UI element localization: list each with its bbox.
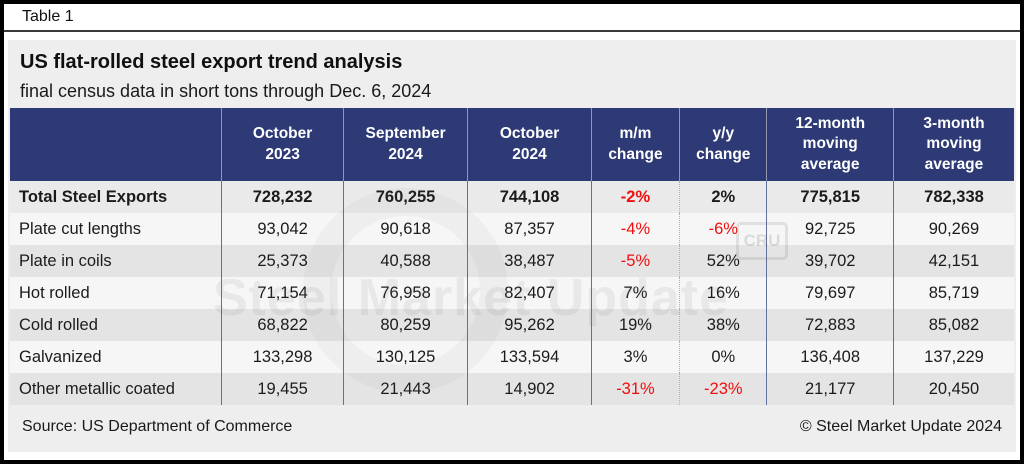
cell-value: 76,958: [343, 277, 469, 309]
cell-value: 21,177: [766, 373, 894, 405]
table-row: Hot rolled 71,154 76,958 82,407 7% 16% 79,697 8…: [10, 277, 1014, 309]
table-row: Galvanized 133,298 130,125 133,594 3% 0% 136,4…: [10, 341, 1014, 373]
cell-value: 7%: [591, 277, 681, 309]
cell-value: -6%: [679, 213, 768, 245]
cell-value: 133,298: [221, 341, 344, 373]
cell-value: 71,154: [221, 277, 344, 309]
cell-value: 14,902: [467, 373, 592, 405]
column-header: September 2024: [343, 108, 469, 181]
copyright-note: © Steel Market Update 2024: [799, 418, 1002, 435]
cell-value: 137,229: [924, 347, 984, 366]
row-label: Galvanized: [10, 341, 223, 373]
cell-value: 3%: [591, 341, 681, 373]
cell-value: -4%: [591, 213, 681, 245]
cell-value: 728,232: [221, 181, 344, 213]
cell-value: 760,255: [343, 181, 469, 213]
row-label: Plate in coils: [10, 245, 223, 277]
cell-value: 80,259: [343, 309, 469, 341]
cell-value: 775,815: [766, 181, 894, 213]
content-panel: US flat-rolled steel export trend analys…: [8, 40, 1016, 452]
cell-value: 130,125: [343, 341, 469, 373]
table-footer: Source: US Department of Commerce © Stee…: [8, 405, 1016, 436]
table-row: Other metallic coated 19,455 21,443 14,902-…: [10, 373, 1014, 405]
cell-value: 782,338: [924, 187, 984, 206]
cell-value: 85,082: [928, 315, 980, 334]
row-label: Hot rolled: [10, 277, 223, 309]
cell-value: 92,725: [766, 213, 894, 245]
table-row: Plate in coils 25,373 40,588 38,487 -5% 52% 39…: [10, 245, 1014, 277]
cell-value: 87,357: [467, 213, 592, 245]
figure-tag: Table 1: [22, 8, 74, 25]
column-header: m/m change: [591, 108, 681, 181]
cell-value: 16%: [679, 277, 768, 309]
row-label: Other metallic coated: [10, 373, 223, 405]
steel-exports-table: October 2023 September 2024 October 2024 m/…: [10, 108, 1014, 405]
cell-value: 40,588: [343, 245, 469, 277]
cell-value: 19%: [591, 309, 681, 341]
cell-value: 19,455: [221, 373, 344, 405]
source-note: Source: US Department of Commerce: [22, 418, 293, 435]
page-subtitle: final census data in short tons through …: [20, 81, 432, 101]
column-header: 12-month moving average: [766, 108, 894, 181]
column-header: October 2023: [221, 108, 344, 181]
page-title: US flat-rolled steel export trend analys…: [20, 51, 403, 73]
column-header: 3-month moving average: [893, 108, 1014, 181]
cell-value: 0%: [679, 341, 768, 373]
cell-value: 82,407: [467, 277, 592, 309]
table-row: Plate cut lengths 93,042 90,618 87,357 -4% -6…: [10, 213, 1014, 245]
table-row: Cold rolled 68,822 80,259 95,262 19% 38% 72,88…: [10, 309, 1014, 341]
row-label: Cold rolled: [10, 309, 223, 341]
column-header: October 2024: [467, 108, 592, 181]
cell-value: 52%: [679, 245, 768, 277]
cell-value: 38,487: [467, 245, 592, 277]
cell-value: 68,822: [221, 309, 344, 341]
cell-value: 90,269: [928, 219, 980, 238]
cell-value: 136,408: [766, 341, 894, 373]
row-label: Plate cut lengths: [10, 213, 223, 245]
cell-value: 21,443: [343, 373, 469, 405]
cell-value: 79,697: [766, 277, 894, 309]
cell-value: 25,373: [221, 245, 344, 277]
cell-value: 39,702: [766, 245, 894, 277]
cell-value: 90,618: [343, 213, 469, 245]
cell-value: 744,108: [467, 181, 592, 213]
column-header: [10, 108, 223, 181]
column-header: y/y change: [679, 108, 768, 181]
cell-value: -31%: [591, 373, 681, 405]
cell-value: 93,042: [221, 213, 344, 245]
cell-value: 42,151: [928, 251, 980, 270]
table-row: Total Steel Exports 728,232 760,255 744,108…: [10, 181, 1014, 213]
cell-value: 38%: [679, 309, 768, 341]
cell-value: 95,262: [467, 309, 592, 341]
cell-value: 133,594: [467, 341, 592, 373]
table-header-row: October 2023 September 2024 October 2024 m/…: [10, 108, 1014, 181]
cell-value: -2%: [591, 181, 681, 213]
cell-value: 72,883: [766, 309, 894, 341]
cell-value: 85,719: [928, 283, 980, 302]
cell-value: 2%: [679, 181, 768, 213]
cell-value: -5%: [591, 245, 681, 277]
figure-tag-row: Table 1: [4, 4, 1020, 32]
row-label: Total Steel Exports: [10, 181, 223, 213]
cell-value: -23%: [679, 373, 768, 405]
cell-value: 20,450: [928, 379, 980, 398]
